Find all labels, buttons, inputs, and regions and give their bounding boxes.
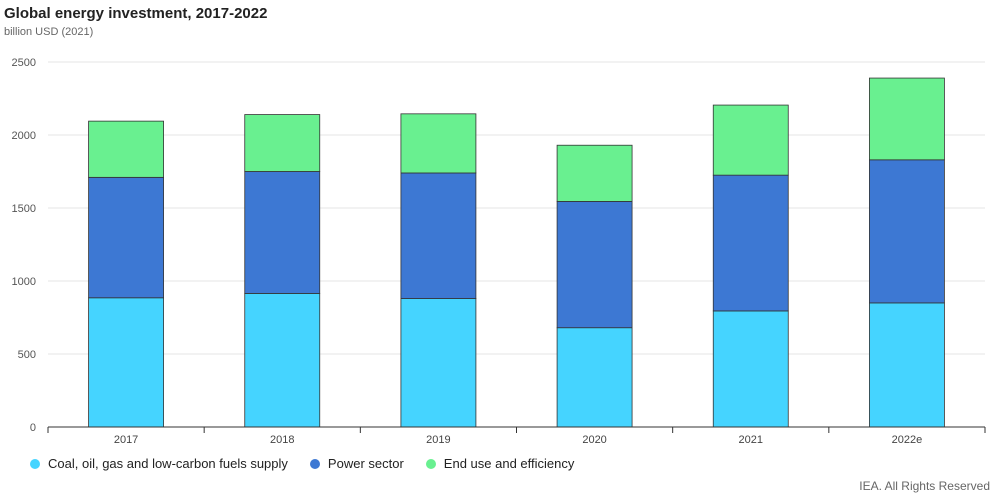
bar-2019-series-1 (400, 172, 477, 299)
legend-label-power: Power sector (327, 456, 404, 471)
bar-2022e-series-1 (869, 159, 945, 304)
bar-2018-series-2 (244, 114, 321, 172)
y-tick-label-500: 500 (18, 349, 36, 361)
bar-2021-series-0 (712, 310, 789, 428)
y-tick-label-0: 0 (30, 422, 36, 434)
legend-item-power[interactable]: Power sector (309, 456, 404, 471)
x-tick-label-2018: 2018 (270, 434, 294, 446)
bar-2019-series-0 (400, 298, 477, 428)
bar-2021-series-2 (712, 104, 789, 176)
stacked-bar-chart: 0 500 1000 1500 2000 2500 2017 2018 2019 2020 2021… (12, 57, 986, 446)
bar-2018-series-0 (244, 293, 321, 428)
credit-text: IEA. All Rights Reserved (859, 479, 990, 493)
bar-2020-series-1 (556, 201, 633, 329)
legend-item-coal[interactable]: Coal, oil, gas and low-carbon fuels supp… (30, 456, 288, 471)
chart-subtitle: billion USD (2021) (4, 26, 94, 38)
legend-swatch-power (309, 458, 320, 469)
chart-title: Global energy investment, 2017-2022 (4, 5, 268, 22)
chart-legend: Coal, oil, gas and low-carbon fuels supp… (30, 456, 596, 471)
bar-2018-series-1 (244, 171, 321, 294)
x-tick-label-2017: 2017 (114, 434, 138, 446)
x-tick-label-2019: 2019 (426, 434, 450, 446)
bar-2022e-series-2 (869, 77, 945, 161)
legend-swatch-enduse (425, 458, 436, 469)
bar-2021-series-1 (712, 174, 789, 312)
legend-label-coal: Coal, oil, gas and low-carbon fuels supp… (48, 456, 288, 471)
x-tick-label-2022e: 2022e (892, 434, 923, 446)
y-tick-label-1500: 1500 (12, 203, 36, 215)
x-tick-label-2021: 2021 (739, 434, 763, 446)
x-tick-label-2020: 2020 (582, 434, 606, 446)
y-tick-label-2000: 2000 (12, 130, 36, 142)
bar-2022e-series-0 (869, 302, 945, 428)
legend-item-enduse[interactable]: End use and efficiency (425, 456, 575, 471)
y-tick-label-2500: 2500 (12, 57, 36, 69)
bar-2017-series-1 (88, 176, 164, 299)
bar-2020-series-0 (556, 327, 633, 428)
legend-label-enduse: End use and efficiency (443, 456, 575, 471)
bar-2020-series-2 (556, 144, 633, 202)
bar-2019-series-2 (400, 113, 477, 174)
bar-2017-series-0 (88, 297, 164, 428)
legend-swatch-coal (30, 458, 40, 469)
bar-2017-series-2 (88, 120, 164, 178)
y-tick-label-1000: 1000 (12, 276, 36, 288)
